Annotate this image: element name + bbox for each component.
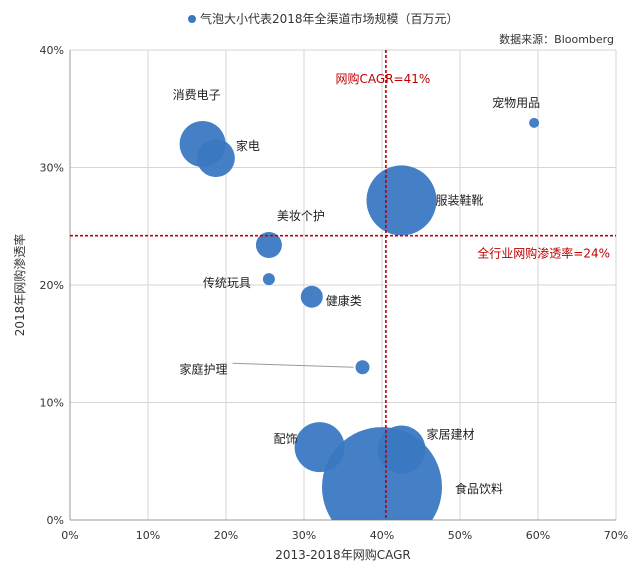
x-tick-label: 20% [214, 529, 238, 542]
bubble [300, 285, 323, 308]
y-tick-labels: 0% 10% 20% 30% 40% [40, 44, 64, 527]
bubble-label: 美妆个护 [277, 209, 325, 223]
grid [69, 49, 617, 521]
bubble-label: 健康类 [326, 293, 362, 308]
bubble-label: 家居建材 [427, 427, 475, 442]
reference-lines: 网购CAGR=41% 全行业网购渗透率=24% [70, 50, 616, 520]
x-tick-label: 0% [61, 529, 78, 542]
bubble-label: 宠物用品 [492, 95, 540, 110]
x-tick-label: 70% [604, 529, 628, 542]
legend: 气泡大小代表2018年全渠道市场规模（百万元） [188, 11, 459, 26]
bubble-label: 食品饮料 [455, 481, 503, 496]
bubble-label: 服装鞋靴 [436, 192, 484, 207]
bubble [196, 139, 235, 178]
bubble [366, 165, 437, 236]
y-tick-label: 40% [40, 44, 64, 57]
x-tick-label: 50% [448, 529, 472, 542]
bubble-label: 传统玩具 [203, 275, 251, 290]
leader-line [232, 362, 354, 368]
bubble-label: 家电 [236, 138, 260, 153]
bubble-label: 消费电子 [173, 88, 221, 102]
x-tick-label: 10% [136, 529, 160, 542]
bubble-label: 配饰 [274, 432, 298, 446]
x-tick-labels: 0% 10% 20% 30% 40% 50% 60% 70% [61, 529, 628, 542]
x-tick-label: 40% [370, 529, 394, 542]
x-axis-title: 2013-2018年网购CAGR [275, 547, 410, 562]
bubble [322, 427, 442, 520]
y-tick-label: 10% [40, 397, 64, 410]
y-axis-title: 2018年网购渗透率 [12, 234, 27, 337]
legend-marker [188, 15, 196, 23]
bubble [255, 232, 282, 259]
bubbles [179, 117, 540, 520]
bubble [355, 360, 370, 375]
bubble-label: 家庭护理 [179, 361, 227, 376]
source-note: 数据来源：Bloomberg [499, 32, 614, 46]
reference-label: 全行业网购渗透率=24% [477, 246, 610, 261]
bubble [529, 117, 540, 128]
y-tick-label: 30% [40, 162, 64, 175]
reference-label: 网购CAGR=41% [336, 71, 431, 86]
bubble [262, 273, 275, 286]
leader-lines [232, 362, 354, 368]
y-tick-label: 20% [40, 279, 64, 292]
x-tick-label: 60% [526, 529, 550, 542]
x-tick-label: 30% [292, 529, 316, 542]
y-tick-label: 0% [47, 514, 64, 527]
legend-label: 气泡大小代表2018年全渠道市场规模（百万元） [200, 11, 459, 26]
